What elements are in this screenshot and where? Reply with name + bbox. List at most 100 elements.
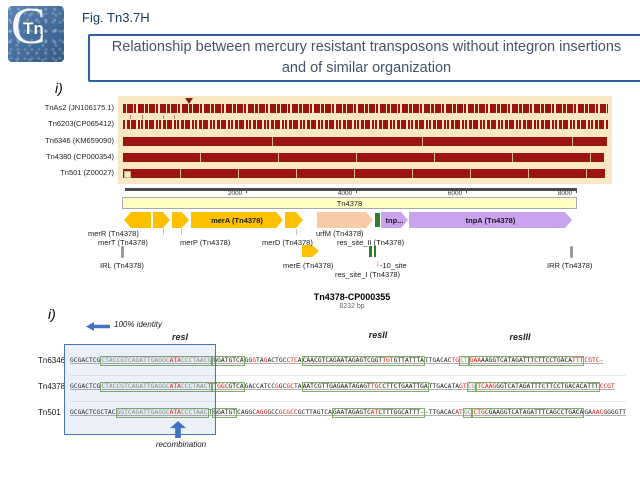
label-res-site-I: res_site_I (Tn4378) [335, 270, 401, 279]
res-site-box: GGATGTCA [212, 356, 245, 366]
leader-line [360, 229, 361, 235]
sequence-segment: ATA [169, 409, 181, 416]
gene-arrow-tnpA: tnpA (Tn4378) [409, 212, 572, 228]
res-site-box: GAATAGAGTCATCTTTGGCATTT- [331, 408, 425, 418]
label-merP: merP (Tn4378) [180, 238, 231, 247]
bar-start-box [124, 170, 131, 178]
gene-arrow-merD [285, 212, 303, 228]
sequence-segment: TA [256, 357, 264, 364]
res-site-box: GAAAAGGTCATAGATTTCTTCCTGACATTT [468, 356, 585, 366]
sequence-segment: GCGCC [278, 409, 298, 416]
sequence-segment: TA [293, 383, 302, 390]
annotation-tick [142, 115, 143, 119]
annotation-tick [163, 115, 164, 119]
alignment-row-bar [123, 104, 608, 113]
label-resI: resI [171, 332, 188, 342]
sequence-segment: AAC [591, 409, 604, 416]
sequence-segment: AATCGTTGAGAATAGAGT [302, 383, 371, 390]
sequence-row-label: Tn4378 [38, 382, 66, 391]
res-site-box: CTACCGTCAGATTGAGGCATACCCTAACT [100, 382, 213, 392]
sequence-segment: T [208, 409, 213, 416]
sequence-segment: GA [584, 409, 592, 416]
sequence-segment: CCGT [599, 383, 615, 390]
sequence-segment: GC [278, 357, 287, 364]
sequence-segment: CTGC [473, 409, 489, 416]
sequence-segment: GT [459, 383, 467, 390]
sequence-segment: CAGGC [237, 409, 257, 416]
figure-number: Fig. Tn3.7H [82, 10, 150, 25]
sequence-segment: G [252, 357, 257, 364]
res-site-block [375, 213, 380, 227]
sequence-segment: ACT [267, 357, 279, 364]
sequence-segment: TG [451, 357, 460, 364]
scale-tick-label: 8000 [557, 190, 573, 197]
sequence-row-label: Tn6346 [38, 356, 66, 365]
sequence-segment: GCTTAGTCA [297, 409, 332, 416]
scale-tick-mark [246, 189, 247, 193]
sequence-segment: TGT [382, 357, 394, 364]
annotation-tick [130, 115, 131, 119]
label-urfM: urfM (Tn4378) [316, 229, 364, 238]
sequence-segment: AAGGTCATAGATTTCTTCCTGACA [481, 357, 573, 364]
alignment-row-bar [123, 153, 604, 162]
res-site-box: GC [462, 408, 473, 418]
logo-tn-glyph: Tn [23, 19, 44, 38]
gene-arrow-merP [172, 212, 189, 228]
sequence-segment: G [263, 357, 268, 364]
res-site-box: AATCGTTGAGAATAGAGTTGCCTTCTGAATTGA [301, 382, 429, 392]
sequence-segment: CTTTGGC [378, 409, 405, 416]
sequence-segment: G [244, 383, 249, 390]
sequence-segment: GC [463, 409, 472, 416]
gene-arrow-urfM [317, 212, 373, 228]
alignment-row-bar [123, 120, 608, 129]
sequence-segment: TTGACAC [424, 357, 452, 364]
sequence-segment: GAAGGTCATAGATTTCAGCCTGACA [488, 409, 584, 416]
gene-arrow-merE [302, 245, 319, 257]
scale-tick-mark [466, 189, 467, 193]
reference-transposon-bar: Tn4378 [122, 197, 577, 209]
scale-tick-mark [576, 189, 577, 193]
irl-marker [121, 246, 124, 258]
sequence-segment: CTACCGTCAGATTGAGGC [101, 383, 170, 390]
sequence-segment: GCGACTCGCTAC [70, 409, 116, 416]
sequence-segment: GAA [469, 357, 482, 364]
recombination-label: recombination [155, 440, 207, 449]
sequence-segment: GG [244, 357, 253, 364]
sequence-segment: T [207, 383, 212, 390]
sequence-segment: CG [467, 383, 476, 390]
sequence-segment: CTACCGTCAGATTGAGGC [101, 357, 170, 364]
sequence-segment: AGG [256, 409, 268, 416]
sequence-segment: CCCTAACG [180, 357, 212, 364]
res-site-box: TCAAGGGTCATAGATTTCTTCCTGACACATTT [476, 382, 600, 392]
alignment-row-label: TnAs2 (JN106175.1) [44, 103, 114, 112]
alignment-row-label: Tn4380 (CP000354) [46, 152, 114, 161]
sequence-segment: CCCTAAC [180, 383, 208, 390]
panel2-section-label: i) [48, 306, 56, 322]
sequence-segment: TGC [370, 383, 383, 390]
res-site-box: CTACCGTCAGATTGAGGCATACCCTAACG [100, 356, 213, 366]
gene-arrow-merT [153, 212, 170, 228]
leader-line [296, 229, 297, 235]
figure-title: Relationship between mercury resistant t… [88, 34, 640, 82]
logo-c-glyph: C [11, 0, 46, 55]
sequence-row: GCGACTCGCTACGGTCAGATTGAGGCATACCCTAACTGGA… [70, 408, 626, 418]
sequence-segment: TTGACATA [428, 383, 460, 390]
map-title: Tn4378-CP000355 [313, 292, 391, 302]
sequence-segment: GGGGTT [603, 409, 627, 416]
resI-highlight-box [64, 344, 216, 435]
sequence-segment: CTC [286, 357, 298, 364]
label-merE: merE (Tn4378) [283, 261, 334, 270]
sequence-segment: CAACGTCAGAATAGAGTCGGT [302, 357, 383, 364]
sequence-segment: GAATAGAGTC [332, 409, 371, 416]
identity-arrow-icon [86, 322, 110, 331]
label-IRR: IRR (Tn4378) [547, 261, 593, 270]
res-site-box: CT [459, 356, 469, 366]
gene-arrow-merA: merA (Tn4378) [191, 212, 283, 228]
label-minus10-site: -10_site [380, 261, 407, 270]
leader-line [377, 261, 378, 267]
sequence-segment: GCC [267, 409, 279, 416]
sequence-row-label: Tn501 [38, 408, 61, 417]
res-site-box: GGTCAGATTGAGGCATACCCTAAC [115, 408, 209, 418]
sequence-segment: TCAAG [477, 383, 497, 390]
